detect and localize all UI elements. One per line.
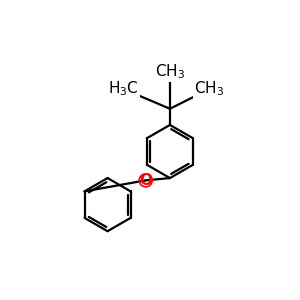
Text: H$_3$C: H$_3$C bbox=[108, 80, 139, 98]
Text: CH$_3$: CH$_3$ bbox=[194, 80, 224, 98]
Text: O: O bbox=[139, 173, 152, 188]
Text: CH$_3$: CH$_3$ bbox=[155, 62, 185, 81]
